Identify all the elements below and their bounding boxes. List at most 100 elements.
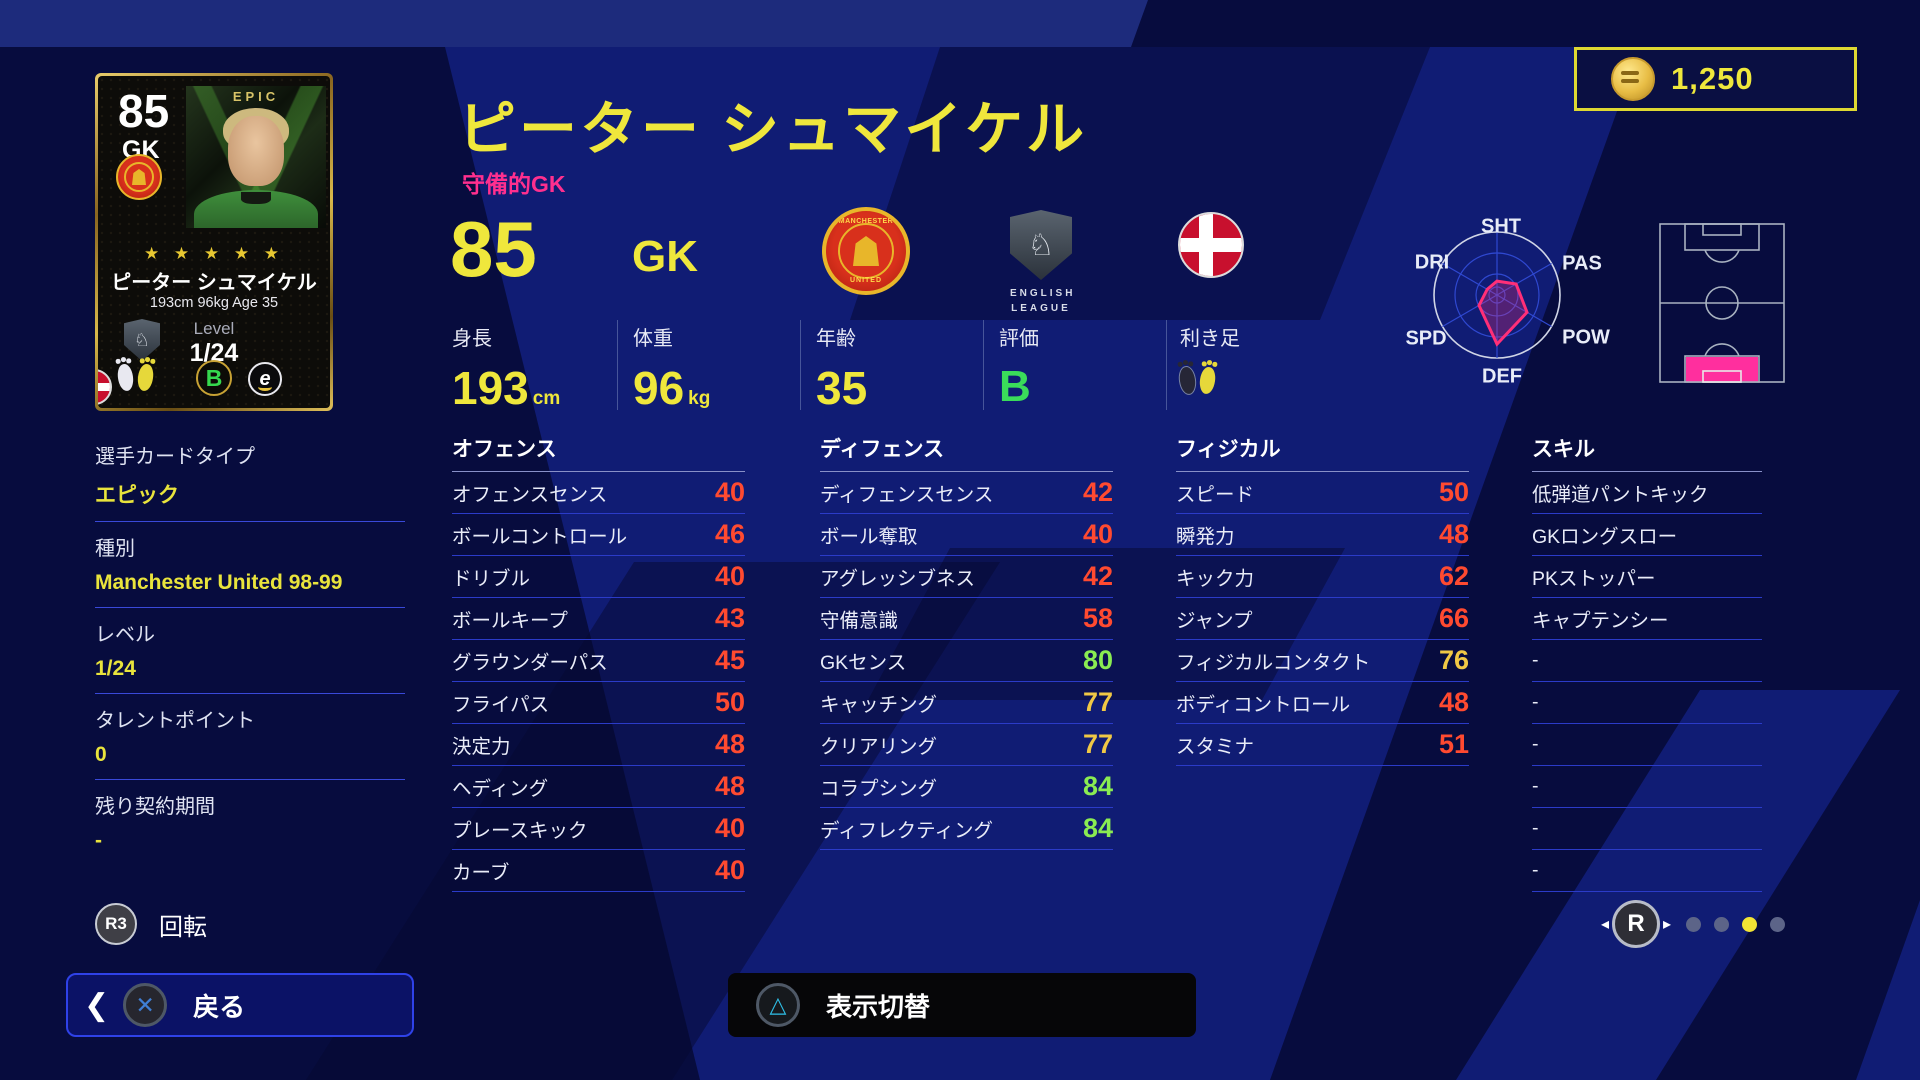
stat-row: ボールキープ 43 xyxy=(452,598,745,640)
stat-label: スピード xyxy=(1176,484,1255,506)
stat-label: ジャンプ xyxy=(1176,610,1253,632)
triangle-button-icon: △ xyxy=(756,983,800,1027)
card-level-label: Level xyxy=(193,319,235,338)
stat-label: PKストッパー xyxy=(1532,568,1656,590)
skill-row: - xyxy=(1532,850,1762,892)
feet-icon xyxy=(116,363,155,392)
skill-row: キャプテンシー xyxy=(1532,598,1762,640)
stat-value: 45 xyxy=(714,645,745,675)
stat-column-title: オフェンス xyxy=(452,433,745,472)
divider xyxy=(800,320,801,410)
stat-row: ジャンプ 66 xyxy=(1176,598,1469,640)
detail-block: 選手カードタイプ エピック xyxy=(95,430,405,521)
stat-label: 守備意識 xyxy=(820,610,899,632)
stat-column-defense: ディフェンス ディフェンスセンス 42 ボール奪取 40 アグレッシブネス 42 守備意識 58… xyxy=(820,433,1113,850)
stat-column-offense: オフェンス オフェンスセンス 40 ボールコントロール 46 ドリブル 40 ボールキープ 43… xyxy=(452,433,745,892)
stat-label: ボールキープ xyxy=(452,610,568,632)
stat-value: 48 xyxy=(1438,687,1469,717)
stat-row: コラプシング 84 xyxy=(820,766,1113,808)
coin-amount: 1,250 xyxy=(1671,61,1754,96)
back-button[interactable]: ❮ ✕ 戻る xyxy=(66,973,414,1037)
stat-label: 低弾道パントキック xyxy=(1532,484,1709,506)
stat-value: 48 xyxy=(714,729,745,759)
playstyle-label: 守備的GK xyxy=(462,171,566,197)
stat-column-title: スキル xyxy=(1532,433,1762,472)
info-weight: 体重 96 kg xyxy=(633,328,711,414)
detail-label: 選手カードタイプ xyxy=(95,446,255,468)
detail-value: 1/24 xyxy=(95,657,136,680)
pager-button[interactable]: R xyxy=(1601,900,1671,948)
club-badge-icon: MANCHESTER UNITED xyxy=(822,207,910,295)
back-label: 戻る xyxy=(193,991,246,1022)
stat-label: - xyxy=(1532,649,1539,671)
skill-row: - xyxy=(1532,640,1762,682)
stat-row: 瞬発力 48 xyxy=(1176,514,1469,556)
pager-dot[interactable] xyxy=(1770,916,1785,932)
radar-chart xyxy=(1433,231,1561,359)
stat-value: 46 xyxy=(714,519,745,549)
club-badge-icon xyxy=(116,154,162,200)
detail-block: タレントポイント 0 xyxy=(95,693,405,779)
radar-label-dri: DRI xyxy=(1414,251,1450,274)
stat-label: - xyxy=(1532,691,1539,713)
stat-row: ボールコントロール 46 xyxy=(452,514,745,556)
chevron-left-icon: ❮ xyxy=(84,988,110,1022)
info-age: 年齢 35 xyxy=(816,328,868,414)
pager-dot[interactable] xyxy=(1714,916,1729,932)
stat-value: 77 xyxy=(1082,729,1113,759)
stat-row: フィジカルコンタクト 76 xyxy=(1176,640,1469,682)
stat-label: 瞬発力 xyxy=(1176,526,1235,548)
stat-column-skills: スキル 低弾道パントキック GKロングスロー PKストッパー キャプテンシー - - - - - - xyxy=(1532,433,1762,892)
toggle-display-button[interactable]: △ 表示切替 xyxy=(728,973,1196,1037)
stat-row: カーブ 40 xyxy=(452,850,745,892)
pitch-diagram xyxy=(1659,223,1785,383)
stat-value: 40 xyxy=(714,477,745,507)
detail-block: レベル 1/24 xyxy=(95,607,405,693)
rotate-label: 回転 xyxy=(159,913,207,941)
radar-label-def: DEF xyxy=(1482,365,1522,388)
stat-label: - xyxy=(1532,859,1539,881)
gk-zone xyxy=(1686,357,1758,382)
stat-label: フライパス xyxy=(452,694,550,716)
info-height: 身長 193 cm xyxy=(452,328,561,414)
card-player-name: ピーター シュマイケル xyxy=(111,272,317,294)
league-shield-icon: ♘ xyxy=(1010,210,1072,280)
stat-row: ディフェンスセンス 42 xyxy=(820,472,1113,514)
stat-value: 40 xyxy=(714,855,745,885)
stat-label: グラウンダーパス xyxy=(452,652,608,674)
rotate-control: R3 回転 xyxy=(95,903,207,945)
detail-label: 種別 xyxy=(95,538,135,560)
stat-row: オフェンスセンス 40 xyxy=(452,472,745,514)
rating-value: 85 xyxy=(450,205,537,293)
skill-row: 低弾道パントキック xyxy=(1532,472,1762,514)
stat-value: 40 xyxy=(1082,519,1113,549)
stat-value: 66 xyxy=(1438,603,1469,633)
radar-label-pas: PAS xyxy=(1562,252,1602,275)
divider xyxy=(983,320,984,410)
position-label: GK xyxy=(632,232,698,281)
pager-dot[interactable] xyxy=(1686,916,1701,932)
stat-row: スタミナ 51 xyxy=(1176,724,1469,766)
detail-label: レベル xyxy=(95,624,155,646)
skill-row: GKロングスロー xyxy=(1532,514,1762,556)
detail-block: 残り契約期間 - xyxy=(95,779,405,865)
stat-column-physical: フィジカル スピード 50 瞬発力 48 キック力 62 ジャンプ 66 フィジカルコンタクト 76… xyxy=(1176,433,1469,766)
player-details: 選手カードタイプ エピック 種別 Manchester United 98-99 レベル… xyxy=(95,430,405,865)
stat-value: 76 xyxy=(1438,645,1469,675)
stat-row: 守備意識 58 xyxy=(820,598,1113,640)
skill-row: - xyxy=(1532,724,1762,766)
stat-label: ボール奪取 xyxy=(820,526,918,548)
player-card: 85 GK EPIC ★ ★ ★ ★ ★ ピーター シュマイケル 193cm 9… xyxy=(95,73,333,411)
nationality-flag-icon xyxy=(1178,212,1244,278)
page-title: ピーター シュマイケル xyxy=(458,97,1088,162)
league-badge: ♘ ENGLISH LEAGUE xyxy=(1010,210,1072,316)
rotate-button[interactable]: R3 xyxy=(95,903,137,945)
pager-dot[interactable] xyxy=(1742,916,1757,932)
stat-value: 40 xyxy=(714,813,745,843)
stat-column-title: ディフェンス xyxy=(820,433,1113,472)
card-tier-label: EPIC xyxy=(232,89,280,104)
stat-label: ボールコントロール xyxy=(452,526,628,548)
stat-value: 43 xyxy=(714,603,745,633)
radar-label-spd: SPD xyxy=(1405,327,1447,350)
dominant-foot-icon xyxy=(1176,365,1240,396)
